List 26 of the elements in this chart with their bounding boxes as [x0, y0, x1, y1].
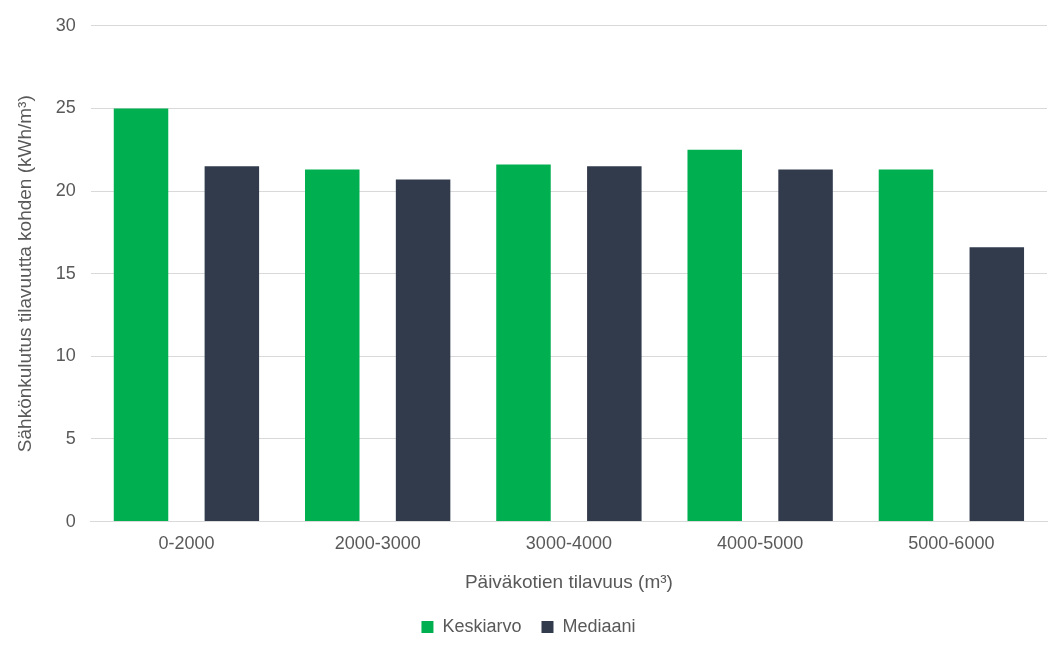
bar	[878, 169, 934, 522]
bar	[305, 169, 360, 522]
y-axis-title: Sähkönkulutus tilavuutta kohden (kWh/m³)	[13, 95, 35, 453]
x-tick-label: 2000-3000	[334, 533, 421, 554]
x-tick-label: 0-2000	[158, 533, 215, 554]
bar	[496, 164, 551, 522]
bar	[113, 108, 169, 522]
y-tick-label: 20	[55, 180, 76, 201]
bar	[687, 149, 742, 522]
bar	[204, 166, 260, 522]
y-tick-label: 30	[55, 14, 76, 35]
legend-label: Keskiarvo	[442, 615, 522, 636]
y-tick-label: 10	[55, 345, 76, 366]
y-tick-label: 25	[55, 97, 76, 118]
legend-label: Mediaani	[562, 615, 636, 636]
y-tick-label: 15	[55, 262, 76, 283]
x-tick-label: 5000-6000	[908, 533, 995, 554]
x-tick-label: 3000-4000	[525, 533, 612, 554]
bar	[587, 166, 642, 522]
bar	[395, 179, 451, 522]
bar	[778, 169, 833, 522]
y-tick-label: 0	[65, 510, 76, 531]
bar	[969, 247, 1025, 522]
y-tick-label: 5	[65, 427, 76, 448]
x-tick-label: 4000-5000	[717, 533, 804, 554]
x-axis-title: Päiväkotien tilavuus (m³)	[464, 570, 673, 592]
